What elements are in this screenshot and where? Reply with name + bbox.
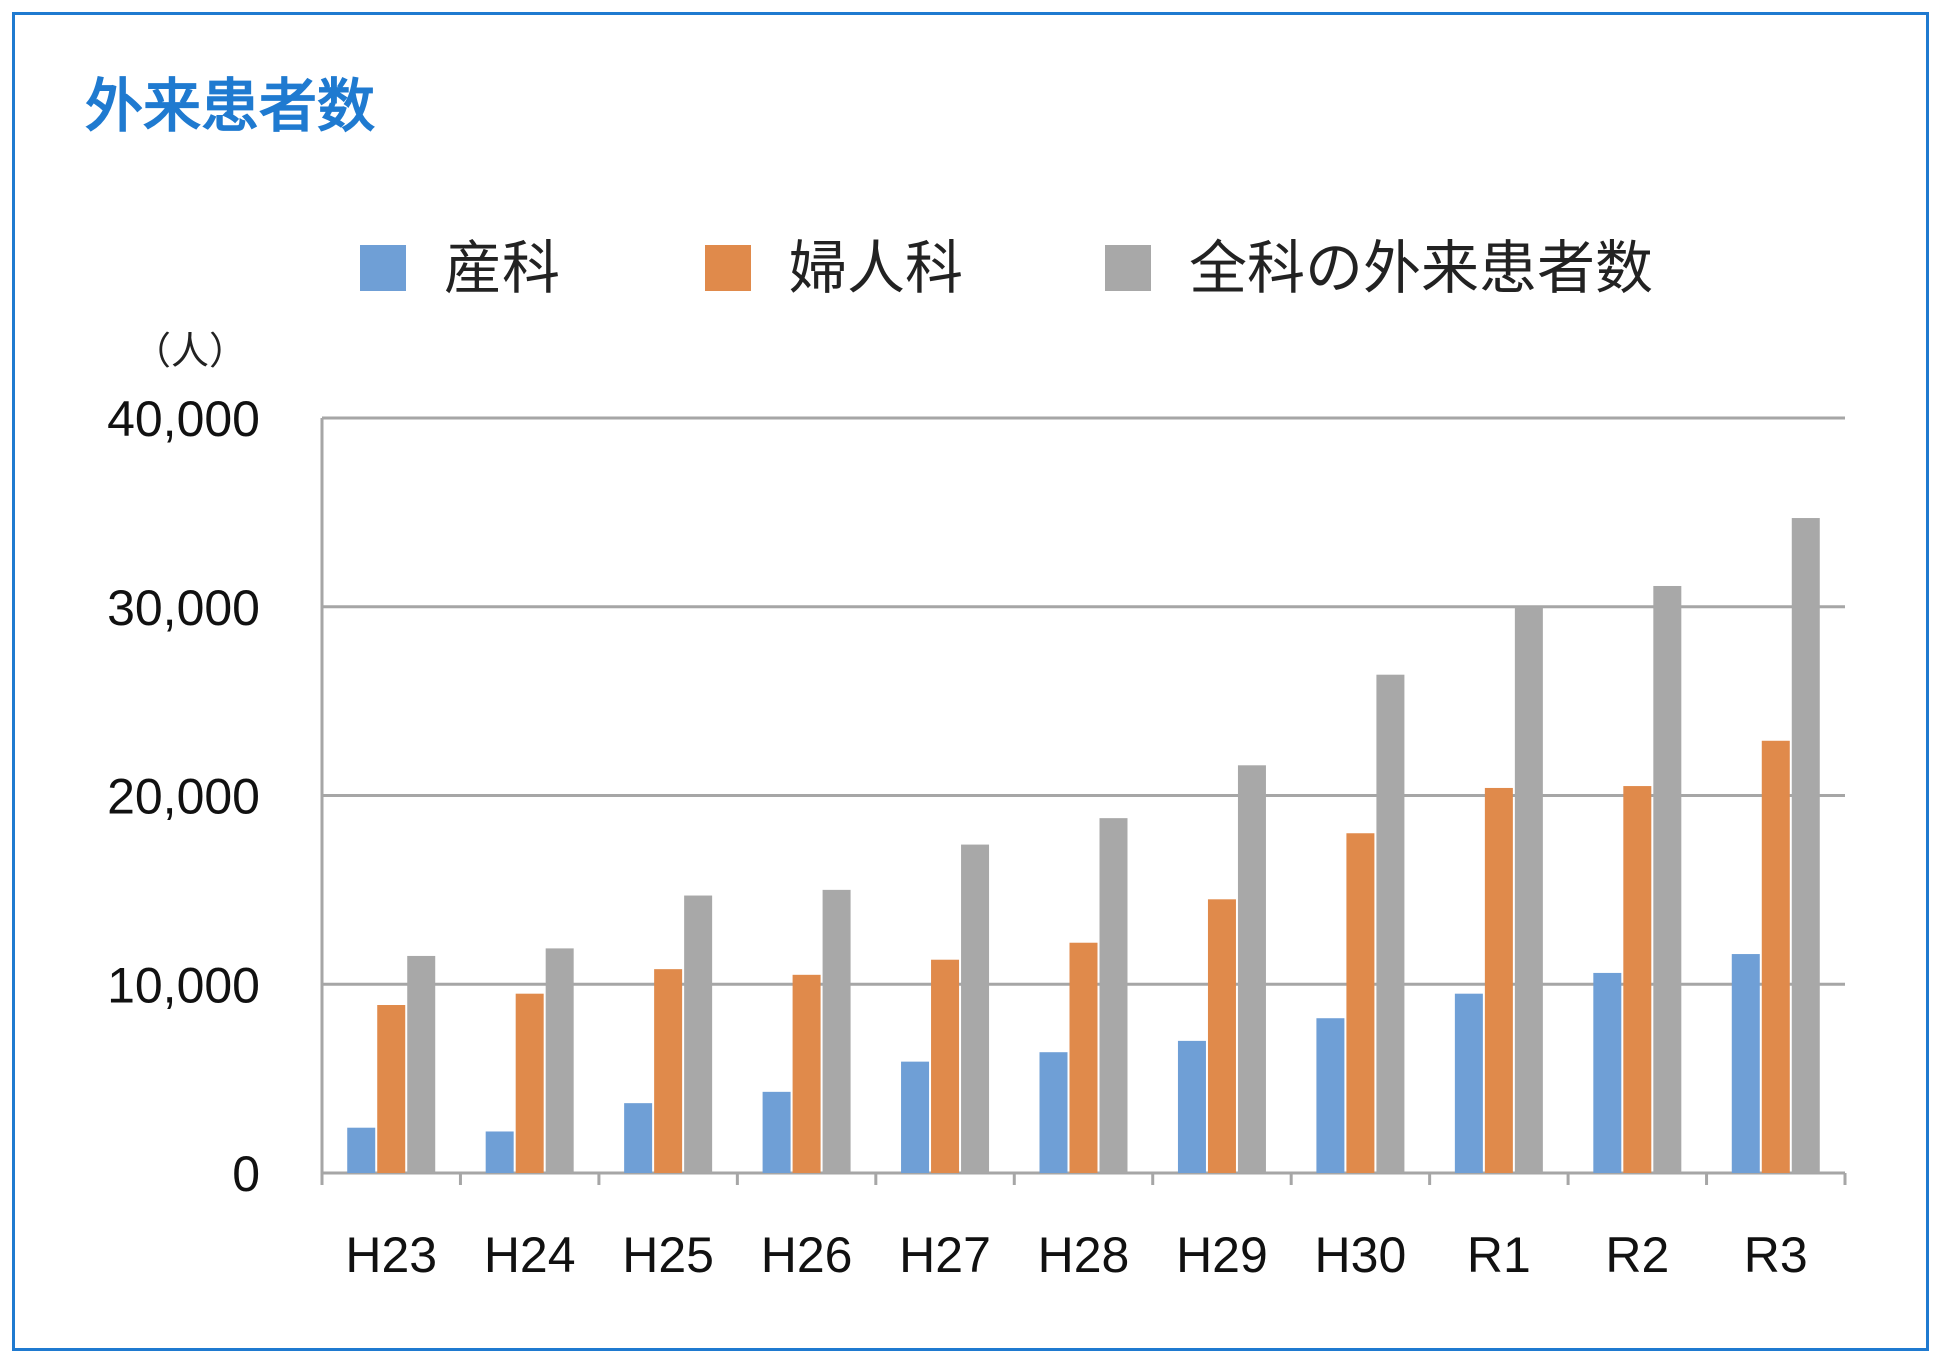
- bar-gynecology: [1761, 740, 1790, 1173]
- bar-obstetrics: [1039, 1052, 1068, 1173]
- legend-item-gynecology: 婦人科: [705, 233, 963, 303]
- x-tick-label: H30: [1315, 1227, 1407, 1283]
- bar-gynecology: [1623, 786, 1652, 1173]
- bar-obstetrics: [347, 1127, 376, 1173]
- bar-obstetrics: [1316, 1018, 1345, 1173]
- x-tick-label: H23: [345, 1227, 437, 1283]
- chart-frame: 外来患者数 産科 婦人科 全科の外来患者数 （人） 0 10,000 20,000 3…: [12, 12, 1929, 1351]
- bar-chart: 0 10,000 20,000 30,000 40,000 H23 H24 H25 H26 H27…: [107, 391, 1847, 1283]
- y-tick-label: 0: [232, 1146, 260, 1202]
- bar-gynecology: [1346, 833, 1375, 1173]
- bar-all-departments: [1653, 585, 1682, 1173]
- x-tick-label: H26: [761, 1227, 853, 1283]
- bar-obstetrics: [1731, 954, 1760, 1173]
- bar-obstetrics: [1454, 993, 1483, 1173]
- bar-gynecology: [792, 974, 821, 1173]
- bar-obstetrics: [901, 1061, 930, 1173]
- x-tick-label: R3: [1744, 1227, 1808, 1283]
- legend-swatch-all-departments: [1105, 245, 1151, 291]
- bar-all-departments: [1791, 518, 1820, 1173]
- bar-gynecology: [1484, 787, 1513, 1173]
- legend-label-gynecology: 婦人科: [789, 234, 964, 302]
- bar-all-departments: [407, 955, 436, 1173]
- y-tick-label: 10,000: [107, 957, 260, 1013]
- bar-all-departments: [1376, 674, 1405, 1173]
- y-tick-label: 30,000: [107, 580, 260, 636]
- legend-swatch-gynecology: [705, 245, 751, 291]
- x-tick-label: R2: [1605, 1227, 1669, 1283]
- bar-gynecology: [515, 993, 544, 1173]
- legend-swatch-obstetrics: [360, 245, 406, 291]
- bar-obstetrics: [624, 1103, 653, 1173]
- legend-item-obstetrics: 産科: [360, 233, 560, 303]
- x-tick-label: H29: [1176, 1227, 1268, 1283]
- bar-all-departments: [1099, 818, 1128, 1173]
- bar-all-departments: [1237, 765, 1266, 1173]
- x-tick-label: R1: [1467, 1227, 1531, 1283]
- bar-all-departments: [1514, 606, 1543, 1173]
- bar-all-departments: [545, 948, 574, 1173]
- x-tick-label: H24: [484, 1227, 576, 1283]
- bar-gynecology: [931, 959, 960, 1173]
- bar-gynecology: [377, 1005, 406, 1173]
- bar-all-departments: [961, 844, 990, 1173]
- bar-gynecology: [1207, 899, 1236, 1173]
- legend-label-all-departments: 全科の外来患者数: [1189, 234, 1654, 302]
- bar-obstetrics: [762, 1091, 791, 1173]
- x-tick-label: H27: [899, 1227, 991, 1283]
- bar-obstetrics: [1177, 1040, 1206, 1173]
- bar-gynecology: [1069, 942, 1098, 1173]
- chart-title: 外来患者数: [85, 72, 376, 140]
- y-axis-unit-label: （人）: [133, 329, 248, 373]
- legend-item-all-departments: 全科の外来患者数: [1105, 233, 1653, 303]
- bar-obstetrics: [485, 1131, 514, 1173]
- y-tick-label: 40,000: [107, 391, 260, 447]
- bar-all-departments: [822, 889, 851, 1173]
- legend-label-obstetrics: 産科: [444, 234, 561, 302]
- bar-obstetrics: [1593, 972, 1622, 1173]
- bar-gynecology: [654, 969, 683, 1173]
- x-tick-label: H28: [1038, 1227, 1130, 1283]
- x-tick-label: H25: [622, 1227, 714, 1283]
- bar-all-departments: [684, 895, 713, 1173]
- y-tick-label: 20,000: [107, 769, 260, 825]
